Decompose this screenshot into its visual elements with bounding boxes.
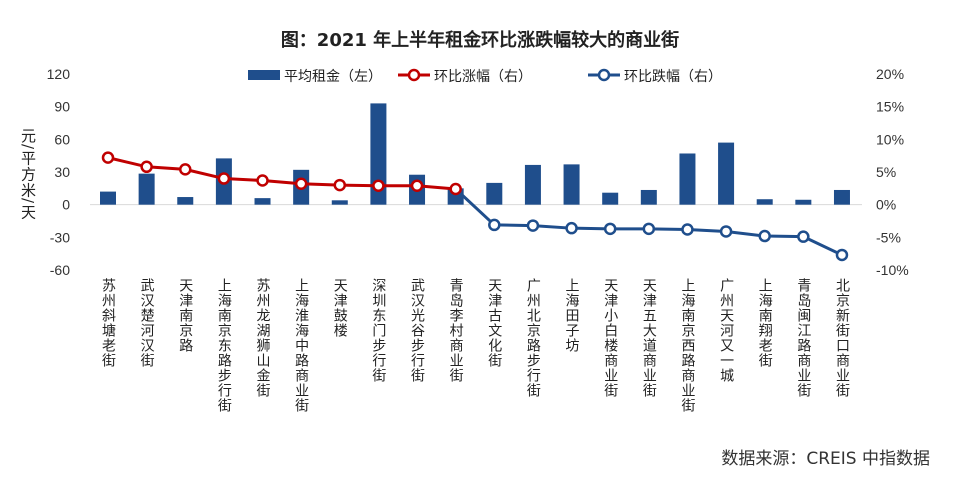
category-label: 上海南翔老街 bbox=[756, 278, 773, 368]
right-tick-label: 15% bbox=[876, 99, 904, 115]
legend-swatch-bar bbox=[248, 70, 280, 80]
line-increase bbox=[107, 156, 456, 191]
decrease-marker-11 bbox=[488, 218, 501, 232]
category-label: 天津鼓楼 bbox=[331, 278, 348, 338]
bar-19 bbox=[795, 199, 812, 205]
increase-marker-6 bbox=[294, 177, 308, 191]
category-label: 北京新街口商业街 bbox=[833, 278, 850, 398]
left-tick-label: 0 bbox=[62, 197, 70, 213]
bar-2 bbox=[138, 173, 155, 205]
left-tick-label: 60 bbox=[54, 131, 70, 147]
left-tick-label: -30 bbox=[50, 229, 70, 245]
right-tick-label: 20% bbox=[876, 66, 904, 82]
category-label: 青岛闽江路商业街 bbox=[795, 278, 812, 398]
legend-swatch-marker bbox=[597, 68, 611, 82]
bar-17 bbox=[718, 142, 735, 205]
decrease-marker-14 bbox=[603, 222, 617, 236]
decrease-marker-20 bbox=[835, 248, 849, 262]
right-tick-label: 5% bbox=[876, 164, 896, 180]
bar-20 bbox=[833, 189, 850, 205]
category-label: 上海淮海中路商业街 bbox=[293, 278, 310, 413]
legend-label-bar: 平均租金（左） bbox=[284, 69, 382, 85]
bar-18 bbox=[756, 199, 773, 205]
bar-11 bbox=[486, 182, 503, 205]
increase-marker-3 bbox=[179, 163, 192, 176]
increase-marker-9 bbox=[410, 179, 424, 192]
decrease-marker-18 bbox=[758, 229, 771, 243]
category-label: 天津古文化街 bbox=[486, 278, 503, 368]
category-label: 深圳东门步行街 bbox=[370, 278, 387, 383]
left-tick-label: 30 bbox=[54, 164, 70, 180]
right-tick-label: -10% bbox=[876, 262, 909, 278]
increase-marker-7 bbox=[333, 178, 347, 192]
category-label: 上海田子坊 bbox=[563, 278, 580, 353]
bar-8 bbox=[370, 103, 387, 205]
category-label: 天津南京路 bbox=[177, 278, 194, 353]
legend-label-line: 环比涨幅（右） bbox=[434, 69, 532, 85]
left-tick-label: 90 bbox=[54, 99, 70, 115]
category-label: 广州天河又一城 bbox=[718, 278, 735, 383]
decrease-marker-19 bbox=[797, 230, 810, 243]
legend-swatch-marker bbox=[407, 68, 421, 82]
bar-7 bbox=[331, 200, 348, 205]
bar-15 bbox=[640, 189, 657, 205]
decrease-marker-15 bbox=[642, 222, 656, 236]
increase-marker-4 bbox=[217, 172, 231, 185]
increase-marker-1 bbox=[101, 151, 115, 164]
legend: 平均租金（左） 环比涨幅（右） 环比跌幅（右） bbox=[248, 68, 722, 85]
bar-5 bbox=[254, 198, 271, 205]
bar-14 bbox=[602, 192, 619, 205]
category-label: 上海南京东路步行街 bbox=[215, 278, 232, 413]
decrease-marker-12 bbox=[526, 219, 540, 232]
decrease-marker-13 bbox=[565, 221, 578, 235]
increase-marker-10 bbox=[449, 182, 462, 196]
left-tick-label: 120 bbox=[47, 66, 71, 82]
increase-marker-8 bbox=[372, 179, 385, 192]
decrease-marker-16 bbox=[681, 223, 694, 236]
category-label: 武汉光谷步行街 bbox=[409, 278, 426, 383]
category-label: 天津小白楼商业街 bbox=[602, 278, 619, 398]
category-label: 武汉楚河汉街 bbox=[138, 278, 155, 368]
chart-title: 图：2021 年上半年租金环比涨跌幅较大的商业街 bbox=[280, 30, 680, 51]
category-label: 上海南京西路商业街 bbox=[679, 278, 696, 413]
bar-12 bbox=[524, 164, 541, 205]
increase-marker-2 bbox=[140, 160, 153, 174]
right-tick-label: 0% bbox=[876, 197, 896, 213]
increase-marker-5 bbox=[256, 174, 269, 187]
category-label: 天津五大道商业街 bbox=[640, 278, 657, 398]
legend-label-line: 环比跌幅（右） bbox=[624, 69, 722, 85]
bar-1 bbox=[100, 191, 116, 205]
bar-3 bbox=[177, 197, 194, 205]
decrease-marker-17 bbox=[719, 225, 733, 238]
right-tick-label: -5% bbox=[876, 229, 901, 245]
category-label: 青岛李村商业街 bbox=[447, 278, 464, 383]
category-label: 广州北京路步行街 bbox=[524, 278, 541, 398]
left-tick-label: -60 bbox=[50, 262, 70, 278]
category-label: 苏州龙湖狮山金街 bbox=[254, 278, 271, 398]
bar-13 bbox=[563, 164, 580, 205]
category-label: 苏州斜塘老街 bbox=[100, 278, 116, 368]
y-axis-label: 元/平方米/天 bbox=[19, 128, 37, 221]
source-note: 数据来源：CREIS 中指数据 bbox=[721, 449, 930, 469]
bar-16 bbox=[679, 153, 696, 205]
right-tick-label: 10% bbox=[876, 131, 904, 147]
